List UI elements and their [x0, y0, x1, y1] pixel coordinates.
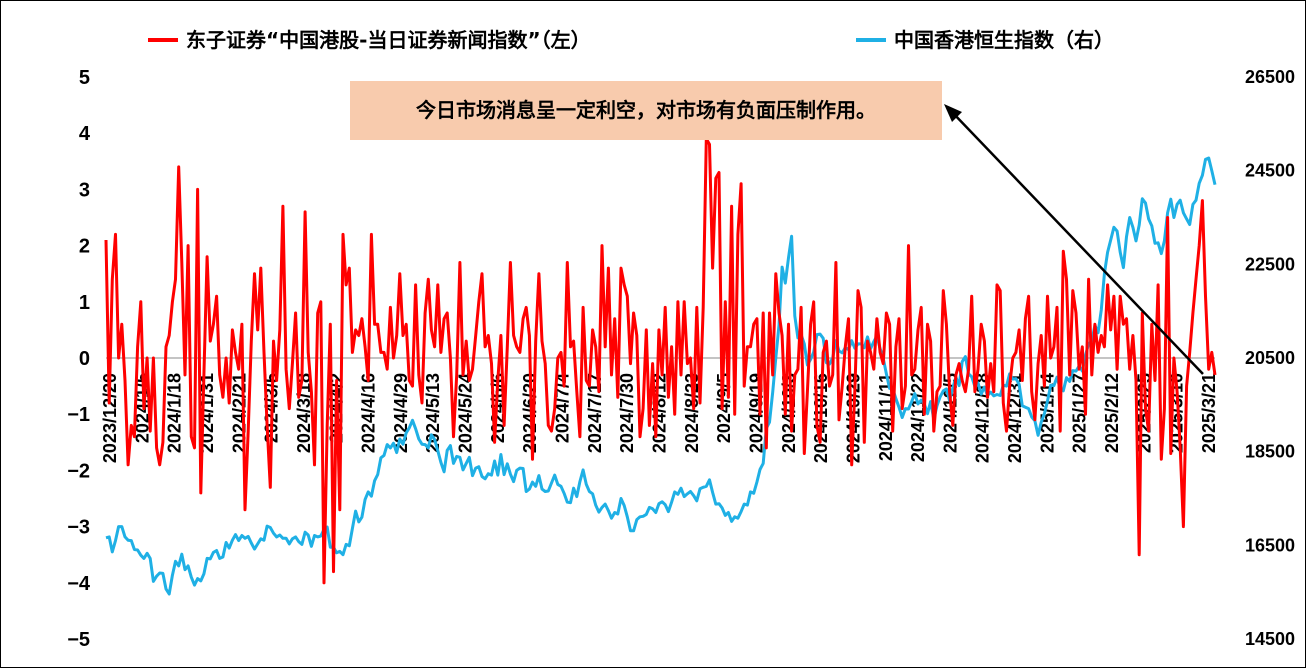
y-right-tick-label: 20500	[1245, 348, 1295, 368]
y-left-tick-label: 0	[79, 348, 90, 370]
series-line-news-index	[104, 137, 1217, 585]
y-left-tick-label: 2	[79, 236, 90, 258]
y-left-tick-label: 5	[79, 67, 90, 89]
x-tick-label: 2024/1/18	[165, 373, 185, 453]
legend-label-hang-seng: 中国香港恒生指数（右）	[894, 28, 1114, 52]
annotation-box	[350, 81, 942, 140]
x-tick-label: 2025/2/12	[1102, 373, 1122, 453]
y-right-tick-label: 16500	[1245, 535, 1295, 555]
x-tick-label: 2023/12/20	[100, 373, 120, 463]
y-left-tick-label: −5	[67, 629, 90, 651]
y-left-tick-label: 3	[79, 179, 90, 201]
y-left-tick-label: 4	[79, 123, 91, 145]
y-axis-left: 5 4 3 2 1 0 −1 −2 −3 −4 −5	[67, 67, 91, 651]
y-left-tick-label: −1	[67, 404, 90, 426]
legend: 东子证券“中国港股-当日证券新闻指数”（左） 中国香港恒生指数（右）	[148, 28, 1114, 52]
annotation: 今日市场消息呈一定利空，对市场有负面压制作用。	[350, 81, 1204, 375]
series-line-hang-seng	[105, 156, 1217, 596]
y-right-tick-label: 18500	[1245, 442, 1295, 462]
x-tick-label: 2024/7/17	[585, 373, 605, 453]
y-axis-right: 26500 24500 22500 20500 18500 16500 14500	[1245, 67, 1295, 649]
x-tick-label: 2024/7/30	[617, 373, 637, 453]
y-right-tick-label: 24500	[1245, 161, 1295, 181]
series-layer	[104, 137, 1217, 596]
annotation-arrow	[951, 111, 1204, 375]
x-tick-label: 2024/5/24	[456, 373, 476, 453]
x-tick-label: 2025/1/14	[1037, 373, 1057, 453]
annotation-text: 今日市场消息呈一定利空，对市场有负面压制作用。	[416, 98, 876, 122]
y-right-tick-label: 14500	[1245, 629, 1295, 649]
annotation-arrowhead	[944, 104, 962, 122]
y-left-tick-label: −2	[67, 460, 90, 482]
x-tick-label: 2024/5/13	[423, 373, 443, 453]
x-tick-label: 2024/4/16	[359, 373, 379, 453]
x-tick-label: 2025/3/21	[1199, 373, 1219, 453]
legend-label-news-index: 东子证券“中国港股-当日证券新闻指数”（左）	[186, 28, 591, 52]
y-right-tick-label: 26500	[1245, 67, 1295, 87]
y-left-tick-label: −4	[67, 573, 91, 595]
y-left-tick-label: −3	[67, 517, 90, 539]
x-tick-label: 2024/8/23	[682, 373, 702, 453]
x-tick-label: 2024/7/4	[553, 373, 573, 443]
y-left-tick-label: 1	[79, 292, 90, 314]
y-right-tick-label: 22500	[1245, 254, 1295, 274]
